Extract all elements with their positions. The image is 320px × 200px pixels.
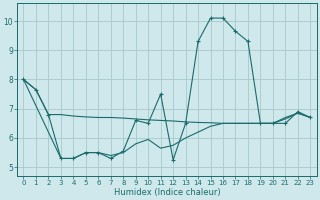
X-axis label: Humidex (Indice chaleur): Humidex (Indice chaleur) bbox=[114, 188, 220, 197]
